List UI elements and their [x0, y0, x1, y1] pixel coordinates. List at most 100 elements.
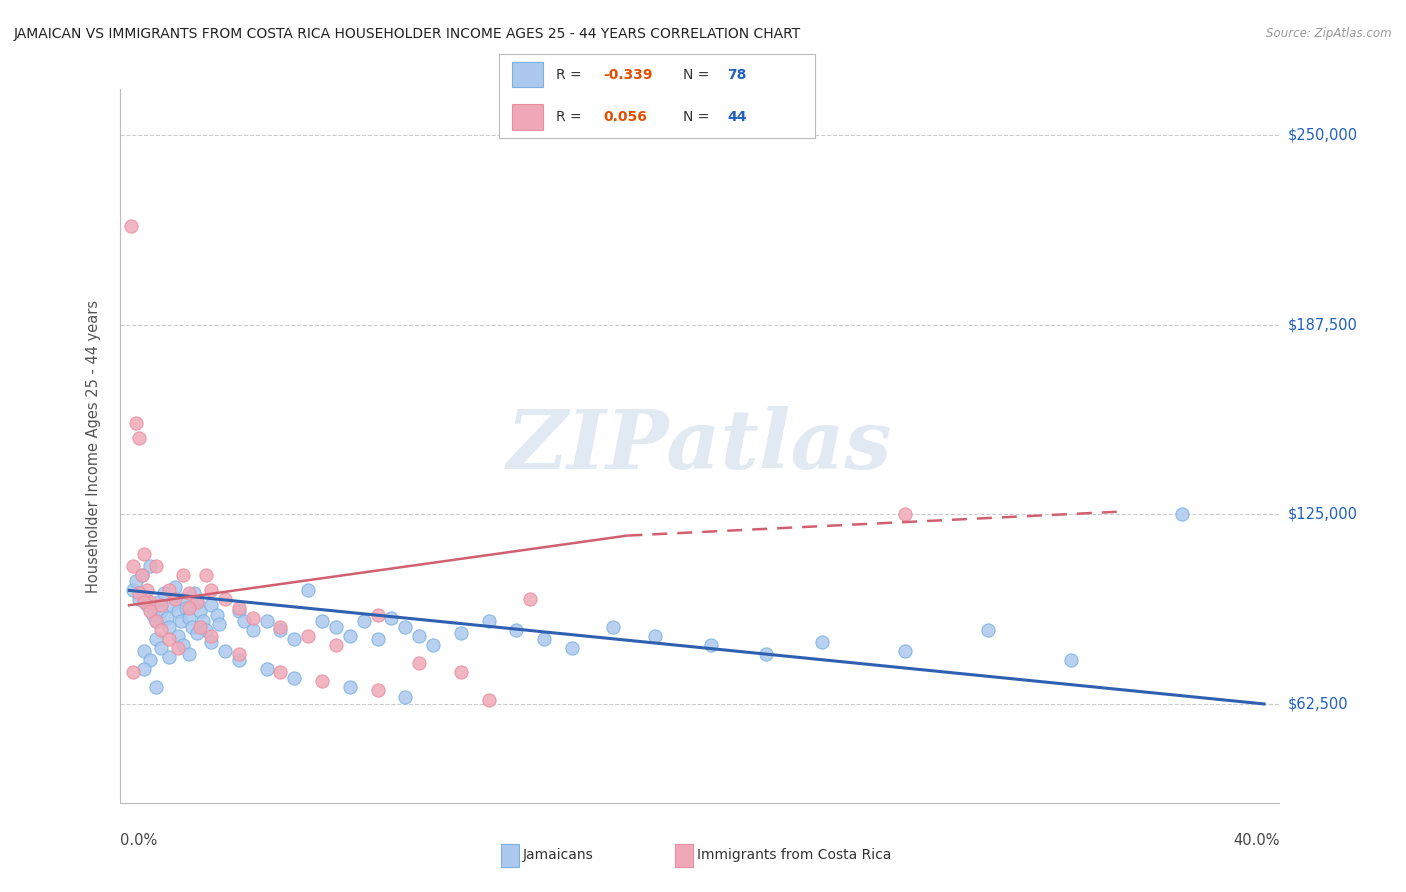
Y-axis label: Householder Income Ages 25 - 44 years: Householder Income Ages 25 - 44 years	[86, 300, 101, 592]
Point	[200, 599, 222, 613]
Point	[894, 508, 917, 522]
Point	[150, 623, 173, 637]
Point	[188, 620, 211, 634]
Point	[163, 592, 186, 607]
Point	[367, 632, 389, 646]
Point	[159, 583, 181, 598]
Point	[228, 647, 250, 661]
Point	[311, 614, 333, 628]
Point	[172, 568, 194, 582]
Text: Source: ZipAtlas.com: Source: ZipAtlas.com	[1267, 27, 1392, 40]
Point	[194, 568, 217, 582]
Point	[269, 620, 291, 634]
Point	[177, 647, 200, 661]
Point	[186, 625, 208, 640]
Point	[297, 583, 319, 598]
Text: ZIPatlas: ZIPatlas	[506, 406, 893, 486]
Point	[200, 629, 222, 643]
Point	[134, 547, 156, 561]
Point	[269, 623, 291, 637]
Point	[122, 665, 145, 680]
Text: -0.339: -0.339	[603, 68, 652, 82]
Point	[367, 607, 389, 622]
Point	[139, 595, 162, 609]
Text: R =: R =	[557, 110, 586, 124]
Point	[166, 640, 188, 655]
Text: 44: 44	[727, 110, 747, 124]
Point	[755, 647, 778, 661]
Point	[380, 610, 402, 624]
Point	[120, 219, 142, 233]
Point	[169, 614, 191, 628]
Text: $62,500: $62,500	[1288, 697, 1348, 712]
Point	[150, 640, 173, 655]
Text: N =: N =	[683, 68, 713, 82]
Point	[214, 644, 236, 658]
Point	[122, 583, 145, 598]
Point	[150, 599, 173, 613]
Point	[1060, 653, 1083, 667]
Point	[156, 610, 179, 624]
Point	[142, 607, 165, 622]
Point	[208, 616, 231, 631]
Point	[297, 629, 319, 643]
Point	[242, 610, 264, 624]
Text: 78: 78	[727, 68, 747, 82]
Point	[200, 635, 222, 649]
Point	[159, 620, 181, 634]
Point	[180, 620, 202, 634]
Point	[519, 592, 541, 607]
Point	[128, 431, 150, 445]
Point	[353, 614, 375, 628]
Point	[125, 574, 148, 588]
Point	[228, 601, 250, 615]
Point	[153, 586, 176, 600]
Point	[122, 558, 145, 573]
Point	[166, 629, 188, 643]
Point	[233, 614, 256, 628]
Point	[325, 620, 347, 634]
Point	[505, 623, 527, 637]
Point	[214, 592, 236, 607]
Point	[477, 692, 501, 706]
Point	[256, 662, 278, 676]
Point	[283, 671, 305, 685]
Point	[145, 558, 167, 573]
Point	[128, 592, 150, 607]
Point	[139, 653, 162, 667]
Point	[242, 623, 264, 637]
Text: 0.056: 0.056	[603, 110, 647, 124]
Point	[477, 614, 501, 628]
Text: JAMAICAN VS IMMIGRANTS FROM COSTA RICA HOUSEHOLDER INCOME AGES 25 - 44 YEARS COR: JAMAICAN VS IMMIGRANTS FROM COSTA RICA H…	[14, 27, 801, 41]
Point	[131, 568, 153, 582]
Point	[1171, 508, 1194, 522]
Point	[134, 644, 156, 658]
Point	[162, 599, 183, 613]
Point	[311, 674, 333, 689]
Point	[200, 583, 222, 598]
Point	[166, 605, 188, 619]
Point	[450, 625, 472, 640]
Point	[699, 638, 721, 652]
Point	[283, 632, 305, 646]
Point	[186, 595, 208, 609]
Text: 40.0%: 40.0%	[1233, 833, 1279, 848]
Point	[163, 580, 186, 594]
Point	[188, 605, 211, 619]
Point	[561, 640, 583, 655]
Point	[177, 601, 200, 615]
Point	[325, 638, 347, 652]
Point	[125, 416, 148, 430]
Point	[228, 605, 250, 619]
FancyBboxPatch shape	[512, 104, 543, 130]
Point	[159, 650, 181, 665]
Text: $125,000: $125,000	[1288, 507, 1358, 522]
Point	[139, 605, 162, 619]
Point	[131, 568, 153, 582]
Point	[150, 605, 173, 619]
Point	[136, 599, 159, 613]
Point	[339, 629, 361, 643]
Point	[145, 632, 167, 646]
Point	[367, 683, 389, 698]
Point	[408, 656, 430, 670]
